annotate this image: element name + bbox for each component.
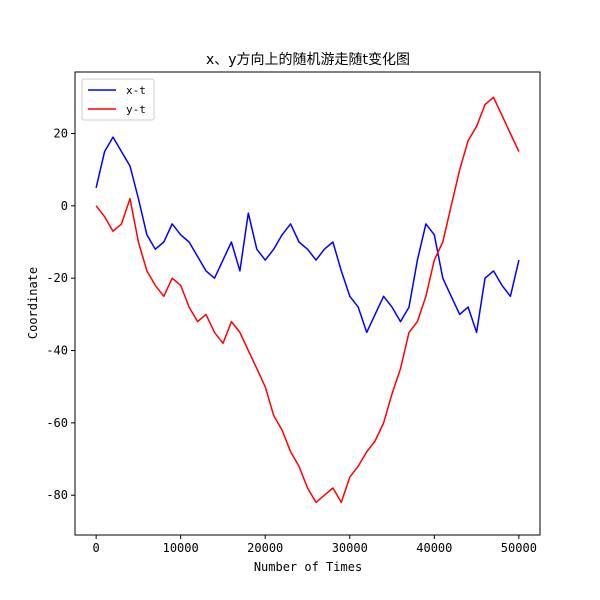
plot-area [95, 96, 520, 504]
x-axis-label: Number of Times [254, 560, 362, 574]
series-line-x-t [95, 136, 520, 334]
y-tick-label: -80 [46, 488, 68, 502]
y-axis-label: Coordinate [26, 267, 40, 339]
x-tick-label: 30000 [332, 541, 368, 555]
series-line-y-t [95, 96, 520, 504]
x-tick-label: 10000 [163, 541, 199, 555]
axes-frame [74, 71, 541, 536]
legend: x-t y-t [81, 78, 155, 121]
x-tick-label: 40000 [416, 541, 452, 555]
y-tick-label: 0 [61, 199, 68, 213]
y-tick-label: -60 [46, 416, 68, 430]
x-axis: 0 10000 20000 30000 40000 50000 [93, 535, 537, 555]
x-tick-label: 20000 [247, 541, 283, 555]
x-tick-label: 0 [93, 541, 100, 555]
y-tick-label: -40 [46, 344, 68, 358]
legend-label: x-t [126, 84, 146, 97]
y-axis: -80 -60 -40 -20 0 20 [46, 126, 75, 502]
legend-label: y-t [126, 103, 146, 116]
x-tick-label: 50000 [501, 541, 537, 555]
y-tick-label: -20 [46, 271, 68, 285]
chart-title: x、y方向上的随机游走随t变化图 [206, 52, 410, 68]
y-tick-label: 20 [54, 126, 68, 140]
